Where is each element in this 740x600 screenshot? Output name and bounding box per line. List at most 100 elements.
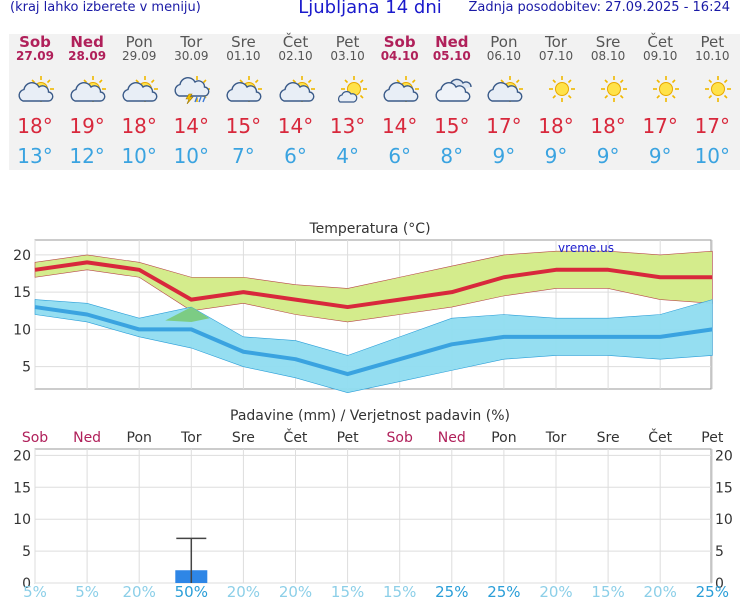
precipitation-y-tick-left: 10 [13,512,31,528]
precipitation-y-tick-left: 0 [22,576,31,592]
day-date: 06.10 [486,49,522,63]
precipitation-y-tick-right: 20 [715,448,733,464]
min-temperature: 9° [492,144,516,168]
day-name: Ned [70,33,104,51]
precipitation-probability: 50% [175,583,208,600]
sunny-icon [694,74,732,104]
day-date: 30.09 [174,49,209,63]
max-temperature: 17° [486,114,522,138]
day-date: 04.10 [380,49,419,63]
cloudy-icon [434,74,472,104]
day-date: 09.10 [643,49,678,63]
precipitation-probability: 20% [644,583,677,600]
page-title: Ljubljana 14 dni [298,0,442,18]
temperature-chart: Temperatura (°C) 5 10 15 20 vreme.us [13,221,713,394]
day-date: 05.10 [432,49,471,63]
max-temperature: 14° [277,114,314,138]
min-temperature: 4° [336,144,359,168]
partly-cloudy-icon [69,74,107,104]
band-overlap [165,307,210,322]
day-date: 08.10 [590,49,626,63]
precipitation-y-tick-left: 20 [13,448,31,464]
precipitation-probability: 15% [331,583,364,600]
precipitation-day-label: Sre [597,430,620,446]
daily-forecast-strip: Sob 27.09 18° 13° Ned 28.09 19° 12° Pon 29.09 1… [9,34,740,170]
precipitation-probability: 25% [696,583,729,600]
day-date: 10.10 [695,49,730,63]
precipitation-day-label: Čet [284,428,308,446]
partly-cloudy-icon [278,74,315,104]
partly-cloudy-icon [382,74,419,104]
day-name: Pet [335,33,360,51]
precipitation-day-label: Pon [127,430,152,446]
precipitation-y-tick-right: 10 [715,512,733,528]
day-name: Sre [231,33,256,51]
last-update: Zadnja posodobitev: 27.09.2025 - 16:24 [468,0,730,15]
partly-cloudy-icon [225,74,263,104]
precipitation-y-tick-left: 5 [22,544,31,560]
precipitation-probability: 5% [75,583,99,600]
min-temperature-band [34,299,713,394]
precipitation-day-label: Tor [545,430,567,446]
precipitation-day-label: Pet [701,430,724,446]
partly-cloudy-icon [486,74,523,104]
partly-cloudy-icon [121,74,159,104]
day-column: Sre 01.10 15° 7° [217,34,269,170]
min-temperature: 6° [388,144,412,168]
min-temperature: 7° [232,144,255,168]
day-column: Čet 02.10 14° 6° [270,34,322,170]
precipitation-day-label: Pet [337,430,360,446]
precipitation-day-label: Sob [22,430,48,446]
temperature-y-tick: 5 [22,360,31,376]
min-temperature: 9° [648,144,672,168]
temperature-y-tick: 20 [13,248,31,264]
precipitation-probability: 15% [383,583,416,600]
precipitation-y-tick-right: 15 [715,480,733,496]
max-temperature: 18° [538,114,574,138]
min-temperature-line [34,305,713,377]
precipitation-day-label: Pon [491,430,516,446]
day-date: 02.10 [278,49,313,63]
precipitation-probability: 5% [23,583,47,600]
min-temperature: 12° [69,144,105,168]
precipitation-plot-area [34,448,712,584]
precipitation-y-tick-left: 15 [13,480,31,496]
precipitation-day-label: Čet [648,428,672,446]
day-column: Čet 09.10 17° 9° [634,34,686,170]
max-temperature: 18° [121,114,157,138]
day-column: Sre 08.10 18° 9° [582,34,634,170]
min-temperature: 10° [121,144,157,168]
day-column: Pon 06.10 17° 9° [478,34,530,170]
max-temperature: 18° [17,114,53,138]
sunny-icon [642,74,680,104]
max-temperature: 19° [69,114,105,138]
day-date: 27.09 [16,49,54,63]
day-column: Sob 27.09 18° 13° [9,34,61,170]
day-name: Čet [647,33,673,51]
thunderstorm-rain-icon [173,74,211,105]
day-column: Pon 29.09 18° 10° [113,34,165,170]
max-temperature: 14° [381,114,418,138]
day-column: Sob 04.10 14° 6° [374,34,426,170]
sunny-icon [538,74,575,104]
day-name: Sob [383,33,416,51]
day-column: Pet 10.10 17° 10° [686,34,738,170]
min-temperature: 10° [694,144,731,168]
min-temperature: 9° [544,144,568,168]
precipitation-probability: 20% [279,583,312,600]
min-temperature: 10° [173,144,210,168]
precipitation-day-label: Sob [387,430,413,446]
precipitation-day-label: Tor [180,430,202,446]
max-temperature: 15° [225,114,262,138]
sunny-icon [590,74,628,104]
day-name: Čet [282,33,309,51]
day-name: Pon [490,33,518,51]
min-temperature: 9° [596,144,620,168]
day-date: 03.10 [330,49,365,63]
max-temperature: 18° [590,114,626,138]
day-date: 07.10 [538,49,574,63]
precipitation-y-tick-right: 5 [715,544,724,560]
location-hint: (kraj lahko izberete v meniju) [10,0,201,15]
precipitation-probability: 25% [435,583,468,600]
